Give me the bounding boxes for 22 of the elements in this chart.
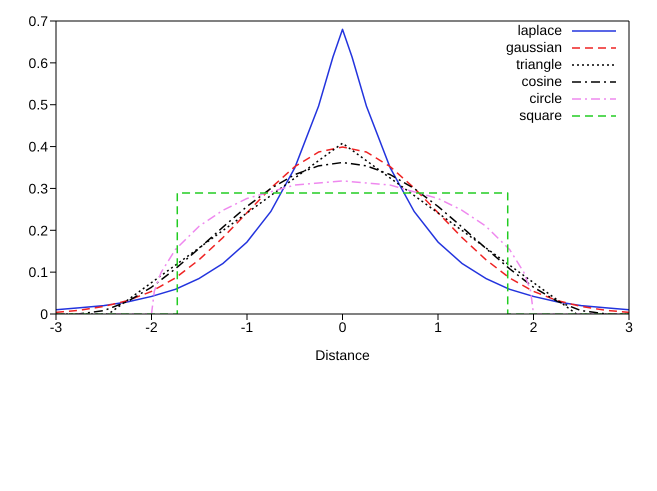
y-tick-label: 0.5 <box>28 96 48 113</box>
x-tick-label: 0 <box>338 318 347 335</box>
x-tick-label: -1 <box>240 318 254 335</box>
legend-label: circle <box>529 90 562 107</box>
y-tick-label: 0.7 <box>28 12 48 29</box>
y-tick-label: 0.2 <box>28 222 48 238</box>
x-tick-label: -2 <box>145 318 158 335</box>
y-tick-label: 0.6 <box>28 54 48 71</box>
legend-label: square <box>519 107 562 124</box>
x-tick-label: 1 <box>434 318 442 335</box>
y-tick-label: 0.4 <box>28 138 48 155</box>
legend-label: gaussian <box>506 39 562 56</box>
y-tick-label: 0 <box>40 306 48 322</box>
legend-label: laplace <box>518 22 562 39</box>
y-tick-label: 0.3 <box>28 180 48 196</box>
legend-label: triangle <box>516 56 562 73</box>
legend-label: cosine <box>522 73 562 90</box>
x-axis-title: Distance <box>315 347 370 363</box>
x-tick-label: 2 <box>530 318 538 335</box>
x-tick-label: -3 <box>50 318 62 335</box>
x-tick-label: 3 <box>625 318 634 335</box>
y-tick-label: 0.1 <box>28 264 48 280</box>
